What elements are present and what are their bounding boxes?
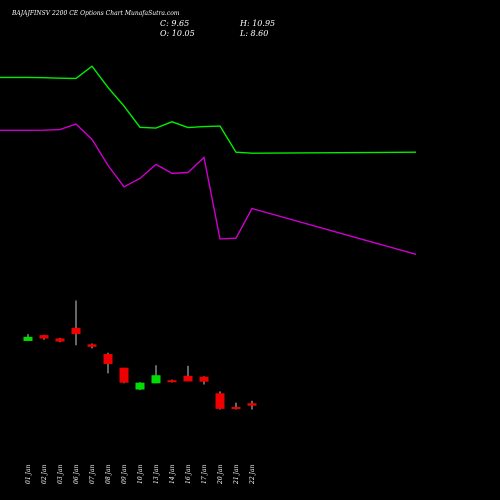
candle-body	[167, 380, 177, 383]
x-tick-label: 20 Jan	[217, 464, 224, 485]
moving-average-layer	[0, 65, 417, 256]
high-value: H: 10.95	[239, 19, 275, 28]
candle-body	[183, 375, 193, 382]
candle-body	[151, 375, 161, 384]
moving-average-line-1	[0, 65, 417, 154]
candle-body	[55, 338, 65, 342]
x-tick-label: 21 Jan	[233, 464, 240, 485]
candle-body	[135, 382, 145, 390]
open-value: O: 10.05	[160, 29, 195, 38]
candles-layer	[23, 300, 257, 410]
x-tick-label: 06 Jan	[73, 464, 80, 484]
candle-body	[199, 376, 209, 382]
low-value: L: 8.60	[239, 29, 268, 38]
x-tick-label: 16 Jan	[185, 464, 192, 484]
candle-body	[23, 336, 33, 341]
moving-average-line-2	[0, 123, 417, 256]
candle-body	[231, 406, 241, 409]
chart-title: BAJAJFINSV 2200 CE Options Chart MunafaS…	[11, 10, 180, 17]
x-tick-label: 02 Jan	[41, 464, 48, 484]
candle-body	[71, 327, 81, 335]
x-tick-label: 22 Jan	[249, 464, 256, 485]
candle-body	[119, 367, 129, 383]
x-tick-label: 17 Jan	[201, 464, 208, 484]
candle-body	[87, 344, 97, 347]
x-tick-label: 01 Jan	[25, 464, 32, 484]
candle-body	[39, 335, 49, 339]
x-tick-label: 10 Jan	[137, 464, 144, 484]
x-tick-label: 03 Jan	[57, 464, 64, 484]
close-value: C: 9.65	[160, 19, 189, 28]
x-tick-label: 09 Jan	[121, 464, 128, 484]
x-tick-label: 13 Jan	[153, 464, 160, 484]
x-tick-label: 07 Jan	[89, 464, 96, 484]
candle-body	[103, 354, 113, 364]
x-tick-label: 14 Jan	[169, 464, 176, 484]
candle-body	[215, 393, 225, 409]
x-tick-label: 08 Jan	[105, 464, 112, 484]
candle-body	[247, 403, 257, 406]
x-axis-labels: 01 Jan 02 Jan 03 Jan 06 Jan 07 Jan 08 Jan 09 J…	[25, 464, 256, 485]
